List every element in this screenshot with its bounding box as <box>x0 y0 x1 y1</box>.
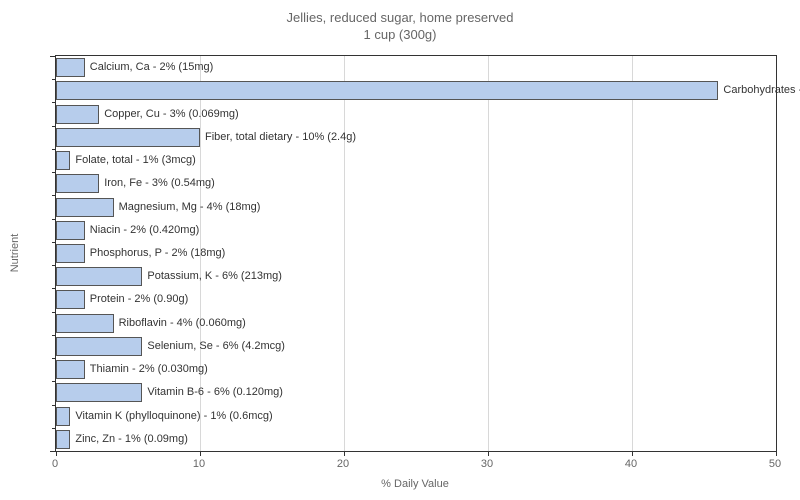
bar <box>56 430 70 449</box>
chart-container: Jellies, reduced sugar, home preserved 1… <box>0 0 800 500</box>
chart-title: Jellies, reduced sugar, home preserved 1… <box>0 0 800 44</box>
title-line-2: 1 cup (300g) <box>0 27 800 44</box>
x-tick-label: 50 <box>769 458 781 470</box>
bar <box>56 128 200 147</box>
y-tick <box>52 79 56 80</box>
x-tick-label: 10 <box>193 458 205 470</box>
bar <box>56 267 142 286</box>
y-tick <box>52 149 56 150</box>
y-tick <box>52 102 56 103</box>
x-axis-label: % Daily Value <box>381 478 449 490</box>
y-tick <box>52 428 56 429</box>
bar-label: Copper, Cu - 3% (0.069mg) <box>104 108 239 120</box>
bar-label: Folate, total - 1% (3mcg) <box>75 154 195 166</box>
x-tick <box>200 451 201 456</box>
title-line-1: Jellies, reduced sugar, home preserved <box>0 10 800 27</box>
bar-label: Iron, Fe - 3% (0.54mg) <box>104 177 215 189</box>
y-tick <box>52 405 56 406</box>
y-tick <box>52 358 56 359</box>
bar <box>56 360 85 379</box>
bar <box>56 314 114 333</box>
bar-label: Zinc, Zn - 1% (0.09mg) <box>75 433 187 445</box>
y-tick <box>52 172 56 173</box>
bar <box>56 198 114 217</box>
bar <box>56 221 85 240</box>
gridline <box>488 56 489 451</box>
plot-area: Calcium, Ca - 2% (15mg)Carbohydrates - 4… <box>55 55 777 452</box>
y-tick <box>52 288 56 289</box>
x-tick <box>344 451 345 456</box>
y-tick <box>52 242 56 243</box>
x-tick <box>56 451 57 456</box>
y-tick <box>52 381 56 382</box>
y-tick <box>52 195 56 196</box>
y-tick <box>52 219 56 220</box>
bar-label: Thiamin - 2% (0.030mg) <box>90 363 208 375</box>
bar-label: Carbohydrates - 46% (138.30g) <box>723 84 800 96</box>
bar <box>56 337 142 356</box>
gridline <box>632 56 633 451</box>
bar-label: Protein - 2% (0.90g) <box>90 293 188 305</box>
bar-label: Vitamin K (phylloquinone) - 1% (0.6mcg) <box>75 410 272 422</box>
y-tick <box>52 126 56 127</box>
y-tick <box>50 56 56 57</box>
x-tick <box>632 451 633 456</box>
bar <box>56 105 99 124</box>
bar-label: Calcium, Ca - 2% (15mg) <box>90 61 213 73</box>
bar <box>56 383 142 402</box>
bar <box>56 244 85 263</box>
bar <box>56 407 70 426</box>
gridline <box>344 56 345 451</box>
x-tick <box>776 451 777 456</box>
bar-label: Magnesium, Mg - 4% (18mg) <box>119 201 261 213</box>
x-tick-label: 30 <box>481 458 493 470</box>
y-tick <box>52 335 56 336</box>
x-tick-label: 20 <box>337 458 349 470</box>
y-axis-label: Nutrient <box>9 233 21 272</box>
bar-label: Potassium, K - 6% (213mg) <box>147 270 282 282</box>
bar-label: Niacin - 2% (0.420mg) <box>90 224 199 236</box>
x-tick-label: 0 <box>52 458 58 470</box>
y-tick <box>52 265 56 266</box>
y-tick <box>52 312 56 313</box>
bar <box>56 151 70 170</box>
y-tick <box>50 451 56 452</box>
bar-label: Phosphorus, P - 2% (18mg) <box>90 247 226 259</box>
x-tick-label: 40 <box>625 458 637 470</box>
bar-label: Vitamin B-6 - 6% (0.120mg) <box>147 386 283 398</box>
bar <box>56 174 99 193</box>
bar-label: Fiber, total dietary - 10% (2.4g) <box>205 131 356 143</box>
bar <box>56 290 85 309</box>
bar <box>56 58 85 77</box>
x-tick <box>488 451 489 456</box>
bar-label: Selenium, Se - 6% (4.2mcg) <box>147 340 285 352</box>
bar <box>56 81 718 100</box>
bar-label: Riboflavin - 4% (0.060mg) <box>119 317 246 329</box>
